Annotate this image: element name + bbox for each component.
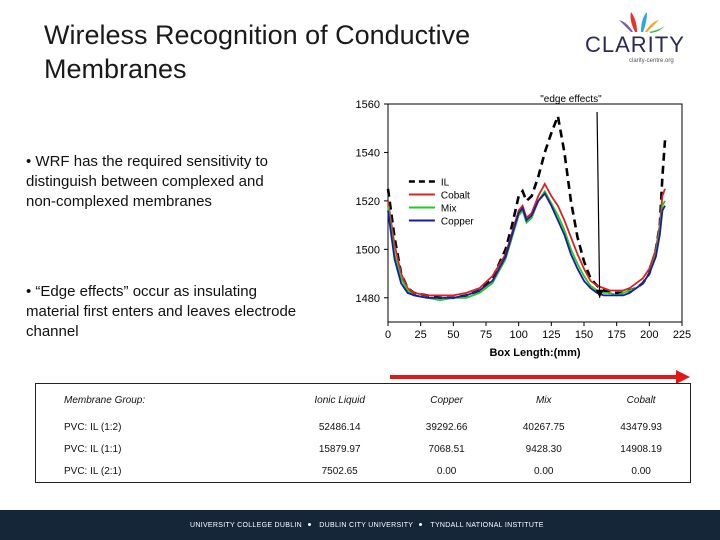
- x-tick-label: 225: [673, 329, 691, 341]
- table-cell: PVC: IL (1:1): [64, 443, 122, 455]
- table-cell: 15879.97: [318, 443, 361, 455]
- logo-petal-blue: [641, 12, 647, 32]
- annotation-label: "edge effects": [540, 94, 602, 105]
- x-tick-label: 75: [480, 329, 492, 341]
- legend-label-cobalt: Cobalt: [441, 191, 470, 202]
- table-cell: 14908.19: [620, 443, 662, 455]
- title-line-2: Membranes: [44, 54, 187, 84]
- table-cell: 9428.30: [525, 443, 562, 455]
- table-cell: 0.00: [436, 465, 457, 477]
- table-cell: 7068.51: [428, 443, 465, 455]
- y-tick-label: 1560: [356, 99, 380, 111]
- x-tick-label: 175: [607, 329, 625, 341]
- annotation-arrow-head: [595, 289, 604, 298]
- y-tick-label: 1500: [356, 244, 380, 256]
- footer-ucd: UNIVERSITY COLLEGE DUBLIN: [190, 522, 303, 529]
- table-row: PVC: IL (1:1) 15879.97 7068.51 9428.30 1…: [36, 438, 691, 460]
- footer-tyndall: TYNDALL NATIONAL INSTITUTE: [430, 522, 544, 529]
- y-tick-label: 1520: [356, 196, 380, 208]
- bullet-edge-effects: • “Edge effects” occur as insulating mat…: [26, 283, 297, 340]
- annotation-arrow-line: [596, 111, 601, 298]
- table-cell: PVC: IL (2:1): [64, 465, 122, 477]
- plot-frame: [387, 103, 683, 323]
- series-line-copper: [387, 192, 666, 299]
- table-cell: 40267.75: [522, 421, 565, 433]
- table-cell: 52486.14: [318, 421, 361, 433]
- header-cobalt: Cobalt: [626, 394, 656, 406]
- slide-title: Wireless Recognition of Conductive Membr…: [44, 18, 544, 86]
- x-tick-label: 0: [385, 329, 391, 341]
- table-cell: 39292.66: [425, 421, 468, 433]
- table-header-row: Membrane Group: Ionic Liquid Copper Mix …: [36, 384, 691, 417]
- table-cell: 0.00: [533, 465, 554, 477]
- line-chart: 0 25 50 75 100 125 150 175 200 225 1480 1500 1520 154…: [356, 94, 692, 359]
- header-mix: Mix: [535, 394, 552, 406]
- title-line-1: Wireless Recognition of Conductive: [44, 20, 471, 50]
- clarity-logo: CLARITY clarity-centre.org: [585, 10, 695, 68]
- x-tick-label: 25: [415, 329, 427, 341]
- legend-label-copper: Copper: [441, 217, 474, 228]
- y-tick-label: 1480: [356, 293, 380, 305]
- x-axis-label: Box Length:(mm): [489, 347, 580, 359]
- series-line-cobalt: [387, 181, 666, 297]
- footer-dcu: DUBLIN CITY UNIVERSITY: [319, 522, 414, 529]
- header-ionic-liquid: Ionic Liquid: [314, 394, 365, 406]
- table-cell: 7502.65: [321, 465, 358, 477]
- logo-name: CLARITY: [585, 32, 685, 57]
- x-tick-label: 150: [575, 329, 593, 341]
- table-row: PVC: IL (1:2) 52486.14 39292.66 40267.75…: [36, 416, 691, 438]
- x-tick-label: 50: [447, 329, 459, 341]
- legend-label-il: IL: [441, 178, 450, 189]
- table-cell: PVC: IL (1:2): [64, 421, 122, 433]
- flame-petals-icon: [619, 12, 665, 33]
- bullet-sensitivity: • WRF has the required sensitivity to di…: [26, 153, 269, 210]
- logo-petal-red: [630, 12, 637, 32]
- table-cell: 0.00: [631, 465, 651, 477]
- logo-petal-green: [649, 26, 665, 33]
- legend-label-mix: Mix: [441, 204, 457, 215]
- footer-bar: UNIVERSITY COLLEGE DUBLIN DUBLIN CITY UN…: [0, 510, 720, 540]
- logo-petal-purple: [619, 20, 633, 32]
- chart: 0 25 50 75 100 125 150 175 200 225 1480 1500 1520 154…: [330, 90, 715, 370]
- right-arrow-icon: [390, 370, 690, 384]
- logo-subtitle: clarity-centre.org: [629, 58, 674, 64]
- x-tick-label: 100: [509, 329, 527, 341]
- logo-petal-orange: [645, 20, 659, 32]
- table-cell: 43479.93: [620, 421, 662, 433]
- header-membrane-group: Membrane Group:: [64, 394, 146, 406]
- header-copper: Copper: [430, 394, 464, 406]
- results-table: Membrane Group: Ionic Liquid Copper Mix …: [35, 383, 691, 483]
- y-tick-label: 1540: [356, 147, 380, 159]
- table-row: PVC: IL (2:1) 7502.65 0.00 0.00 0.00: [36, 460, 691, 483]
- x-tick-label: 200: [640, 329, 658, 341]
- x-tick-label: 125: [542, 329, 560, 341]
